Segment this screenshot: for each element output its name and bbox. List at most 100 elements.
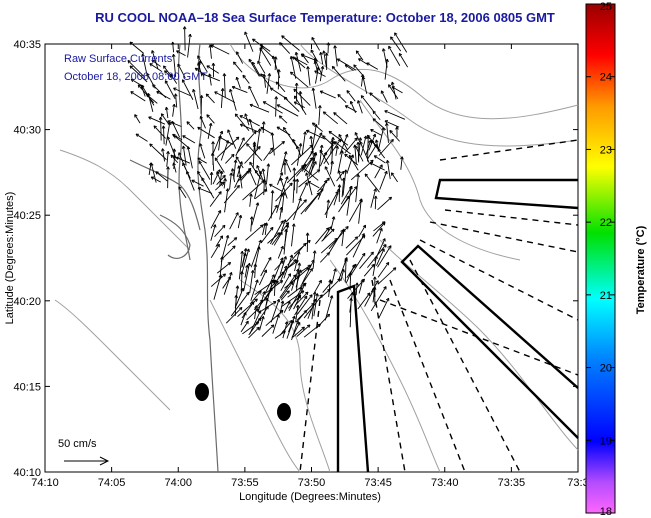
current-vector (292, 178, 297, 203)
survey-box (400, 244, 579, 439)
current-vector (206, 65, 220, 74)
current-vector (306, 66, 311, 86)
current-vector (210, 44, 230, 55)
colorbar-label: Temperature (°C) (635, 225, 647, 314)
current-vector (292, 326, 305, 338)
current-vector (384, 110, 406, 120)
current-vector (280, 290, 290, 301)
current-vector (171, 120, 181, 138)
current-vector (248, 85, 260, 107)
colorbar-tick-label: 22 (600, 217, 612, 229)
current-vector (222, 73, 227, 98)
y-tick-label: 40:30 (13, 125, 41, 137)
current-vector (267, 232, 281, 244)
current-vector (328, 225, 349, 250)
current-vector (360, 74, 365, 87)
current-vector (372, 221, 386, 237)
current-vector (280, 176, 289, 195)
survey-ray (439, 139, 579, 161)
current-vector (294, 291, 309, 306)
current-vector (280, 273, 292, 292)
current-vector (385, 160, 391, 180)
current-vector (197, 55, 208, 73)
current-vector (331, 268, 337, 284)
current-vector (370, 286, 387, 312)
current-vector (340, 185, 353, 205)
current-vector (151, 59, 161, 67)
current-vector (127, 60, 146, 78)
current-vector (149, 63, 163, 72)
current-vector (369, 92, 381, 103)
current-vector (301, 259, 315, 285)
current-vector (181, 145, 187, 166)
current-vector (296, 294, 313, 315)
current-vector (229, 172, 233, 190)
contour-line (359, 99, 521, 261)
current-vector (198, 160, 211, 180)
current-vector (348, 198, 363, 222)
current-vector (235, 76, 241, 89)
current-vector (377, 196, 392, 211)
contour-line (54, 299, 171, 411)
current-vector (318, 288, 331, 300)
current-vector (244, 113, 250, 126)
current-vector (373, 155, 386, 164)
current-vector (266, 280, 284, 294)
current-vector (324, 166, 336, 187)
station-dot (195, 383, 209, 401)
current-vector (358, 279, 365, 294)
current-vector (167, 120, 182, 127)
current-vector (261, 324, 275, 337)
current-vector (254, 279, 276, 295)
current-vector (261, 121, 266, 134)
current-vector (296, 143, 303, 166)
current-vector (289, 71, 309, 88)
current-vector (346, 154, 355, 174)
current-vector (279, 206, 284, 220)
current-vector (358, 58, 368, 65)
current-vector (384, 58, 389, 80)
current-vector (182, 26, 187, 51)
current-vector (235, 156, 244, 169)
current-vector (207, 122, 213, 139)
x-tick-label: 73:55 (231, 477, 259, 489)
current-vector (130, 78, 144, 88)
current-vector (214, 157, 225, 173)
current-vector (257, 60, 266, 74)
current-vector (279, 300, 285, 315)
current-vector (236, 161, 243, 178)
current-vector (326, 42, 331, 54)
contour-line (59, 149, 191, 251)
current-vector (191, 179, 204, 187)
current-vector (216, 136, 240, 158)
current-vector (380, 90, 388, 103)
current-vector (272, 314, 280, 334)
current-vector (345, 264, 356, 284)
current-vector (248, 317, 262, 336)
current-vector (197, 126, 215, 139)
current-vector (388, 45, 401, 66)
current-vector (280, 219, 287, 232)
current-vector (172, 103, 176, 117)
station-dot (277, 403, 291, 421)
chart-title: RU COOL NOAA–18 Sea Surface Temperature:… (95, 10, 555, 25)
current-vector (389, 130, 400, 142)
current-vector (378, 138, 394, 156)
current-vector (219, 170, 224, 187)
current-vector (175, 156, 191, 164)
current-vector (264, 222, 269, 235)
current-vector (283, 300, 291, 313)
current-vector (298, 91, 304, 111)
current-vector (158, 116, 163, 141)
current-vector (161, 125, 166, 145)
current-vector (360, 135, 368, 156)
current-vector (214, 91, 236, 103)
current-vector (244, 146, 261, 164)
current-vector (331, 65, 346, 82)
current-vector (173, 87, 191, 97)
x-axis-ticks: 74:10 74:05 74:00 73:55 73:50 73:45 73:40 73:35… (31, 44, 589, 489)
current-vector (366, 62, 379, 70)
current-vector (346, 90, 356, 102)
current-vector (377, 261, 390, 278)
current-vector (311, 36, 320, 51)
